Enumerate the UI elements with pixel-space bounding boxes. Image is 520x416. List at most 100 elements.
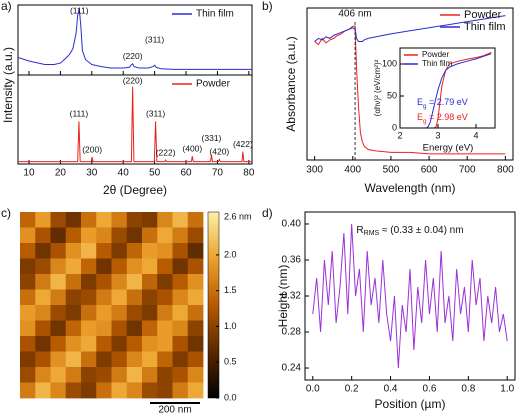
peak-label: (311) xyxy=(145,34,164,44)
heatmap-cell xyxy=(111,274,128,290)
heatmap-cell xyxy=(20,289,36,306)
heatmap-cell xyxy=(172,258,189,275)
heatmap-cell xyxy=(50,305,67,321)
heatmap-cell xyxy=(65,336,82,352)
annotation-text: = 2.79 eV xyxy=(427,97,468,107)
annotation-symbol: E xyxy=(417,112,423,122)
data-line xyxy=(314,15,506,42)
heatmap-cell xyxy=(126,320,143,337)
heatmap-cell xyxy=(65,243,82,259)
x-tick-label: 0.8 xyxy=(461,384,475,395)
heatmap-cell xyxy=(111,212,128,228)
marker-label: 406 nm xyxy=(338,9,371,20)
heatmap-cell xyxy=(96,243,112,259)
legend-label: Powder xyxy=(196,79,231,90)
x-tick-label: 20 xyxy=(55,168,67,179)
peak-label: (311) xyxy=(146,109,165,119)
x-tick-label: 500 xyxy=(383,165,400,176)
heatmap-cell xyxy=(96,227,112,244)
heatmap-cell xyxy=(81,274,97,290)
heatmap-cell xyxy=(50,336,67,352)
heatmap-cell xyxy=(157,258,173,275)
annotation: RRMS ≈ (0.33 ± 0.04) nm xyxy=(356,225,463,237)
data-line xyxy=(17,8,252,70)
heatmap-cell xyxy=(65,367,82,383)
heatmap-cell xyxy=(35,382,51,399)
annotation-text: ≈ (0.33 ± 0.04) nm xyxy=(379,225,463,236)
heatmap-cell xyxy=(157,320,173,337)
heatmap-cell xyxy=(50,274,67,290)
heatmap-cell xyxy=(157,227,173,244)
heatmap-cell xyxy=(187,258,204,275)
heatmap-cell xyxy=(111,382,128,399)
heatmap-cell xyxy=(187,320,204,337)
heatmap-cell xyxy=(81,258,97,275)
heatmap-cell xyxy=(35,305,51,321)
y-axis-label: Absorbance (a.u.) xyxy=(284,36,298,131)
heatmap-cell xyxy=(20,258,36,275)
heatmap-cell xyxy=(35,336,51,352)
inset-x-label: Energy (eV) xyxy=(423,143,474,154)
heatmap-cell xyxy=(111,289,128,306)
heatmap-cell xyxy=(142,351,158,368)
heatmap-cell xyxy=(35,289,51,306)
heatmap-cell xyxy=(35,227,51,244)
y-tick-label: 100 xyxy=(382,58,397,68)
heatmap-cell xyxy=(187,336,204,352)
heatmap-cell xyxy=(65,320,82,337)
legend-label: Powder xyxy=(422,50,449,59)
heatmap-cell xyxy=(187,367,204,383)
data-line xyxy=(18,86,252,163)
heatmap-cell xyxy=(126,351,143,368)
x-tick-label: 0.6 xyxy=(422,384,436,395)
heatmap-cell xyxy=(157,336,173,352)
colorbar-tick-label: 2.0 xyxy=(224,249,237,259)
y-tick-label: 0.40 xyxy=(282,219,302,230)
heatmap-cell xyxy=(81,305,97,321)
peak-label: (111) xyxy=(70,109,89,119)
heatmap-cell xyxy=(35,258,51,275)
heatmap-cell xyxy=(157,289,173,306)
heatmap-cell xyxy=(50,227,67,244)
annotation: Eg = 2.79 eV xyxy=(417,97,468,109)
heatmap-cell xyxy=(111,258,128,275)
heatmap-cell xyxy=(81,351,97,368)
x-tick-label: 800 xyxy=(497,165,514,176)
heatmap-cell xyxy=(126,382,143,399)
y-axis-label: (αhν)² (eV/cm²)² xyxy=(373,59,382,116)
heatmap-cell xyxy=(157,382,173,399)
peak-label: (200) xyxy=(82,144,102,154)
heatmap-cell xyxy=(96,367,112,383)
heatmap-cell xyxy=(20,336,36,352)
x-tick-label: 70 xyxy=(212,168,224,179)
heatmap-cell xyxy=(126,367,143,383)
heatmap-cell xyxy=(111,227,128,244)
peak-label: (420) xyxy=(209,147,229,157)
y-tick-label: 0.28 xyxy=(282,327,302,338)
heatmap-cell xyxy=(50,382,67,399)
colorbar-tick-label: 1.0 xyxy=(224,321,237,331)
heatmap-cell xyxy=(65,351,82,368)
peak-label: (400) xyxy=(182,144,202,154)
annotation-symbol: R xyxy=(356,225,363,236)
heatmap-cell xyxy=(65,274,82,290)
heatmap-cell xyxy=(157,367,173,383)
heatmap-cell xyxy=(187,227,204,244)
panel-label: c) xyxy=(1,206,11,220)
heatmap-cell xyxy=(172,289,189,306)
legend-label: Thin film xyxy=(422,59,453,68)
heatmap-cell xyxy=(20,227,36,244)
annotation-symbol: E xyxy=(417,97,423,107)
heatmap-cell xyxy=(35,320,51,337)
heatmap-cell xyxy=(172,351,189,368)
heatmap-cell xyxy=(126,227,143,244)
heatmap-cell xyxy=(126,336,143,352)
heatmap-cell xyxy=(20,351,36,368)
heatmap-cell xyxy=(172,336,189,352)
x-tick-label: 10 xyxy=(23,168,35,179)
heatmap-cell xyxy=(20,382,36,399)
heatmap-cell xyxy=(50,212,67,228)
x-tick-label: 3 xyxy=(435,130,440,140)
heatmap-cell xyxy=(187,382,204,399)
y-tick-label: 0.24 xyxy=(282,363,302,374)
